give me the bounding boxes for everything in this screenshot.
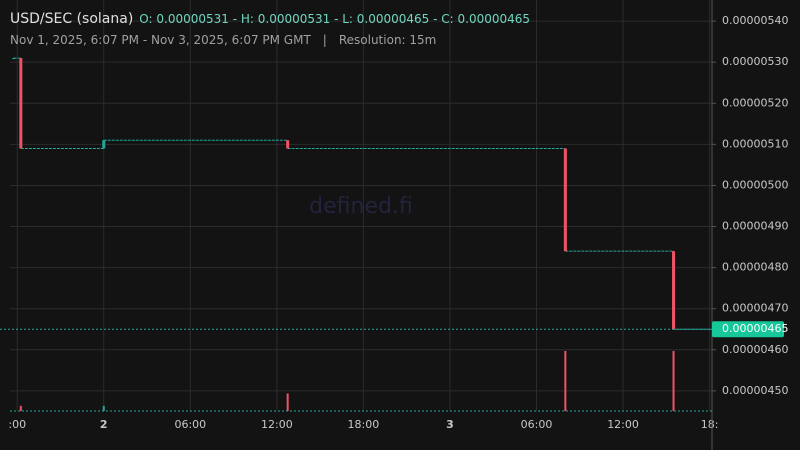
volume-bar (672, 351, 675, 411)
candle-body (286, 140, 290, 149)
volume-bar (564, 351, 567, 411)
y-tick-label: 0.00000510 (722, 137, 788, 150)
candle-body (19, 58, 23, 149)
y-tick-label: 0.00000470 (722, 302, 788, 315)
separator: | (322, 33, 327, 47)
x-tick-label: 3 (446, 418, 454, 431)
x-tick-label: 12:00 (261, 418, 293, 431)
x-tick-label: 18: (701, 418, 719, 431)
y-tick-label: 0.00000450 (722, 384, 788, 397)
x-tick-label: 06:00 (174, 418, 206, 431)
volume-bar (286, 393, 289, 411)
watermark: defined.fi (309, 194, 413, 219)
candle-body (12, 58, 16, 60)
y-tick-label: 0.00000460 (722, 343, 788, 356)
y-tick-label: 0.00000480 (722, 261, 788, 274)
header: USD/SEC (solana) O: 0.00000531 - H: 0.000… (10, 11, 530, 27)
symbol: USD/SEC (solana) (10, 11, 134, 27)
y-tick-label: 0.00000490 (722, 220, 788, 233)
last-price-box (712, 321, 784, 338)
x-tick-label: 2 (100, 418, 108, 431)
candle-body (102, 140, 106, 149)
y-tick-label: 0.00000500 (722, 178, 788, 191)
date-range: Nov 1, 2025, 6:07 PM - Nov 3, 2025, 6:07… (10, 33, 311, 47)
y-tick-label: 0.00000540 (722, 14, 788, 27)
volume-bar (19, 405, 22, 411)
x-tick-label: 06:00 (521, 418, 553, 431)
y-tick-label: 0.00000530 (722, 55, 788, 68)
candle-body (672, 251, 676, 330)
ohlc-summary: O: 0.00000531 - H: 0.00000531 - L: 0.000… (139, 12, 531, 26)
candle-body (563, 148, 567, 252)
y-tick-label: 0.00000520 (722, 96, 788, 109)
x-tick-label: 18:00 (348, 418, 380, 431)
volume-bar (102, 405, 105, 411)
x-tick-label: 12:00 (607, 418, 639, 431)
resolution: Resolution: 15m (338, 33, 437, 47)
x-tick-label: :00 (8, 418, 26, 431)
subheader: Nov 1, 2025, 6:07 PM - Nov 3, 2025, 6:07… (10, 33, 436, 47)
last-price-label: 0.00000465 (722, 322, 788, 335)
